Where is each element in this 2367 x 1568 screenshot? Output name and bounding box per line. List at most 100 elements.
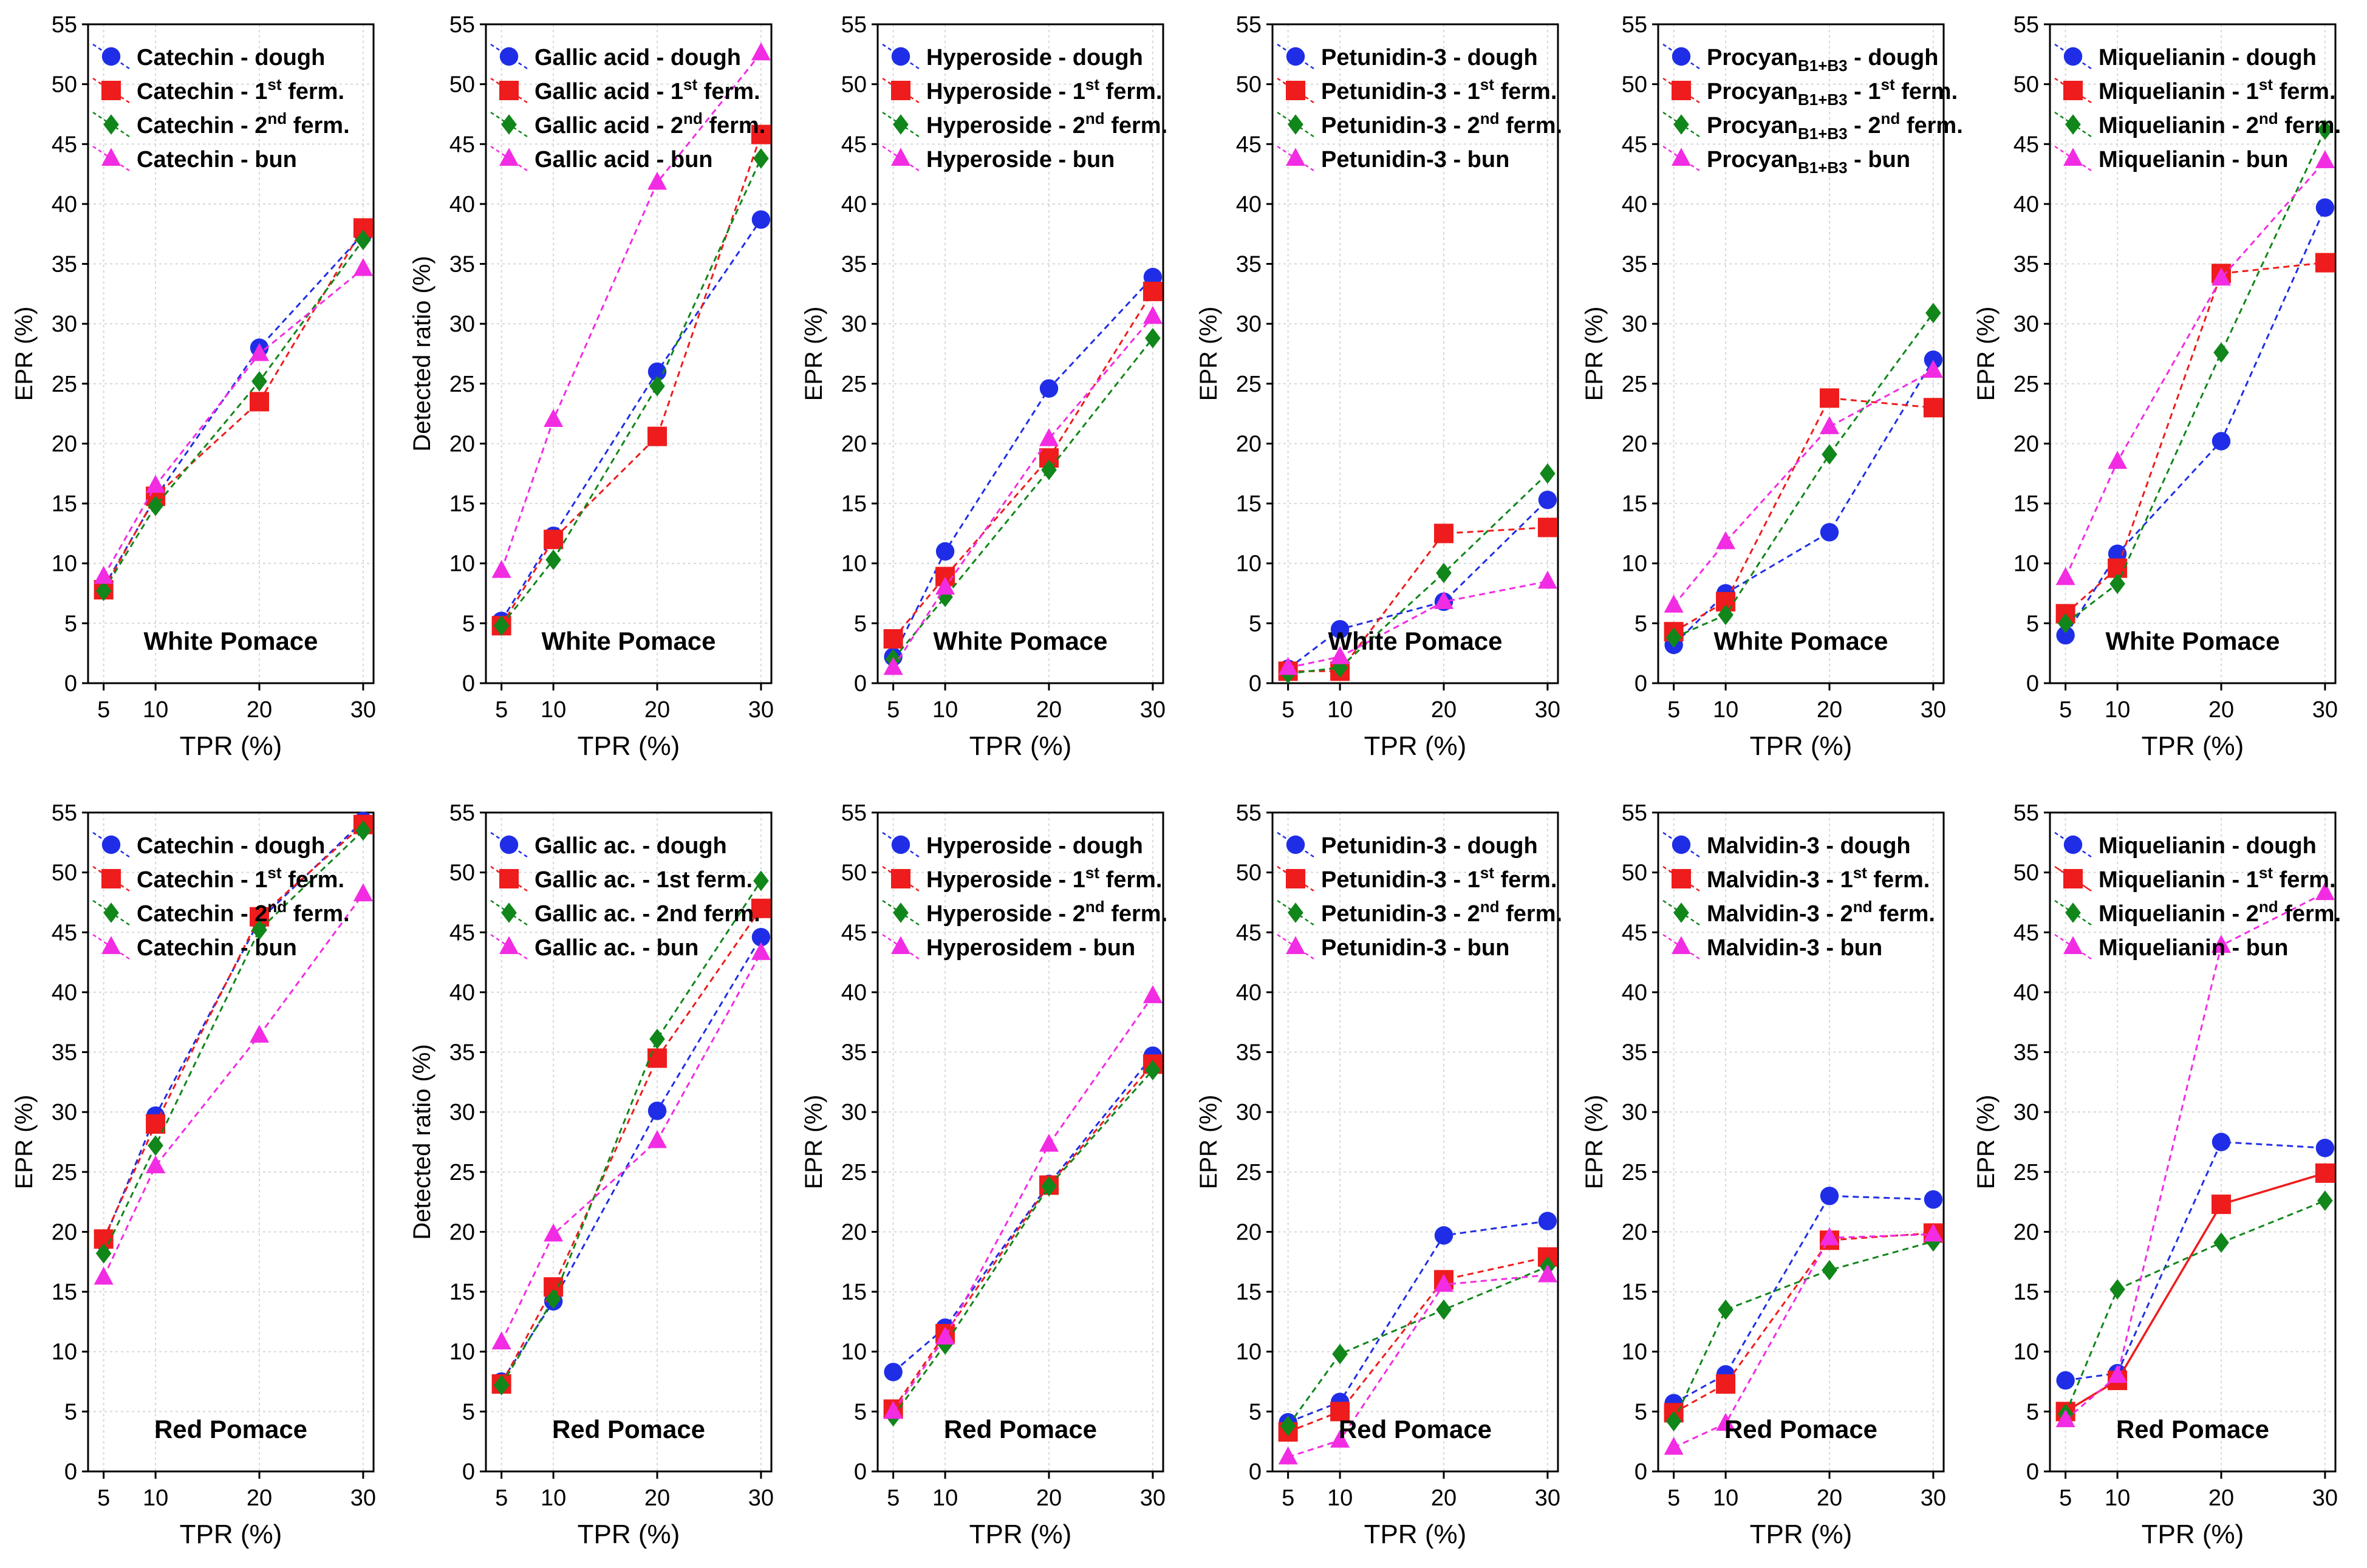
data-point-ferm1 (647, 426, 667, 446)
data-point-bun (1278, 1446, 1298, 1465)
data-point-dough (1039, 379, 1059, 398)
y-tick-label: 30 (1236, 312, 1262, 337)
y-tick-label: 5 (1634, 1399, 1647, 1425)
y-tick-label: 20 (2013, 431, 2039, 457)
data-point-dough (1820, 523, 1839, 542)
legend-label-bun: Hyperosidem - bun (926, 935, 1135, 961)
data-point-dough (1434, 1226, 1453, 1245)
y-tick-label: 35 (449, 252, 475, 278)
x-tick-label: 10 (2105, 1485, 2130, 1511)
series-bun (1278, 570, 1557, 675)
panel-label: Red Pomace (944, 1415, 1097, 1444)
data-point-bun (2055, 567, 2075, 585)
y-tick-label: 30 (2013, 312, 2039, 337)
legend: Gallic acid - dough Gallic acid - 1st fer… (490, 43, 765, 172)
series-line-bun (103, 268, 364, 578)
data-point-ferm2 (2057, 613, 2074, 634)
y-tick-label: 0 (854, 671, 867, 697)
y-axis-label: EPR (%) (801, 1095, 827, 1190)
legend-marker-bun (1672, 148, 1691, 166)
x-tick-label: 30 (1921, 697, 1946, 723)
data-point-ferm2 (1436, 562, 1452, 584)
legend-marker-ferm1 (1286, 869, 1305, 888)
data-point-ferm1 (250, 392, 269, 412)
y-axis-label: EPR (%) (11, 307, 38, 401)
y-tick-label: 15 (1236, 491, 1262, 517)
y-tick-label: 50 (52, 861, 77, 886)
y-tick-label: 45 (2013, 132, 2039, 157)
x-tick-label: 5 (495, 697, 508, 723)
legend-label-dough: Catechin - dough (137, 45, 325, 70)
y-tick-label: 35 (52, 252, 77, 278)
legend-label-ferm2: Miquelianin - 2nd ferm. (2099, 898, 2341, 927)
data-point-bun (1143, 305, 1163, 324)
legend-marker-ferm1 (891, 869, 910, 888)
plot-frame (1271, 23, 1559, 684)
legend-label-bun: ProcyanB1+B3 - bun (1707, 147, 1910, 177)
y-tick-label: 25 (841, 1160, 867, 1185)
y-tick-label: 10 (2013, 1340, 2039, 1365)
series-bun (883, 985, 1163, 1419)
plot-area (1272, 24, 1558, 683)
legend-marker-dough (101, 835, 121, 854)
series-line-ferm1 (2065, 1172, 2326, 1413)
legend-marker-ferm1 (1672, 869, 1691, 888)
series-line-ferm2 (1673, 312, 1935, 639)
plot-area (88, 813, 374, 1471)
y-tick-label: 15 (841, 491, 867, 517)
y-tick-label: 55 (841, 800, 867, 826)
y-tick-label: 45 (449, 920, 475, 946)
x-tick-label: 10 (541, 1485, 566, 1511)
x-tick-label: 5 (1282, 1485, 1294, 1511)
x-axis-label: TPR (%) (578, 1519, 680, 1549)
y-axis-label: EPR (%) (1581, 1095, 1608, 1190)
series-bun (1664, 360, 1943, 613)
data-point-ferm2 (355, 820, 371, 841)
x-tick-label: 20 (2208, 697, 2234, 723)
data-point-bun (1923, 360, 1943, 378)
y-tick-label: 10 (52, 551, 77, 577)
data-point-ferm2 (1145, 328, 1161, 349)
x-tick-label: 5 (2059, 697, 2072, 723)
legend-label-ferm1: Gallic ac. - 1st ferm. (535, 867, 753, 893)
data-point-bun (1330, 1430, 1350, 1448)
data-point-bun (935, 576, 955, 595)
y-tick-label: 20 (1236, 431, 1262, 457)
panel-label: White Pomace (1713, 627, 1888, 655)
y-tick-label: 30 (841, 312, 867, 337)
y-tick-label: 40 (52, 192, 77, 217)
series-line-bun (892, 995, 1154, 1413)
y-tick-label: 25 (2013, 1160, 2039, 1185)
data-point-dough (1143, 268, 1163, 287)
y-tick-label: 15 (1622, 1280, 1647, 1305)
data-point-ferm2 (251, 371, 267, 392)
y-axis-label: EPR (%) (1195, 1095, 1222, 1190)
data-point-bun (2055, 1409, 2075, 1428)
legend-marker-ferm1 (101, 869, 121, 888)
plot-frame (876, 23, 1164, 684)
data-point-ferm1 (1537, 517, 1557, 537)
panel-label: White Pomace (2105, 627, 2280, 655)
data-point-bun (1537, 1264, 1557, 1283)
y-tick-label: 0 (462, 671, 475, 697)
series-bun (94, 257, 373, 584)
series-line-bun (1288, 1273, 1548, 1458)
plot-area (2050, 813, 2335, 1471)
y-axis-label: EPR (%) (801, 307, 827, 401)
data-point-bun (2315, 882, 2335, 901)
legend-label-dough: Petunidin-3 - dough (1321, 45, 1538, 70)
y-tick-label: 55 (1236, 800, 1262, 826)
legend-label-dough: Miquelianin - dough (2099, 833, 2317, 859)
plot-frame (1271, 811, 1559, 1473)
series-line-dough (500, 219, 762, 622)
y-tick-label: 35 (1622, 1040, 1647, 1066)
x-tick-label: 30 (350, 1485, 376, 1511)
series-line-ferm2 (103, 239, 364, 591)
legend-marker-ferm2 (1288, 114, 1303, 135)
data-point-ferm2 (1436, 1299, 1452, 1320)
series-line-dough (2065, 207, 2326, 636)
legend-marker-ferm1 (101, 81, 121, 100)
data-point-ferm2 (95, 1243, 112, 1264)
y-tick-label: 50 (2013, 861, 2039, 886)
